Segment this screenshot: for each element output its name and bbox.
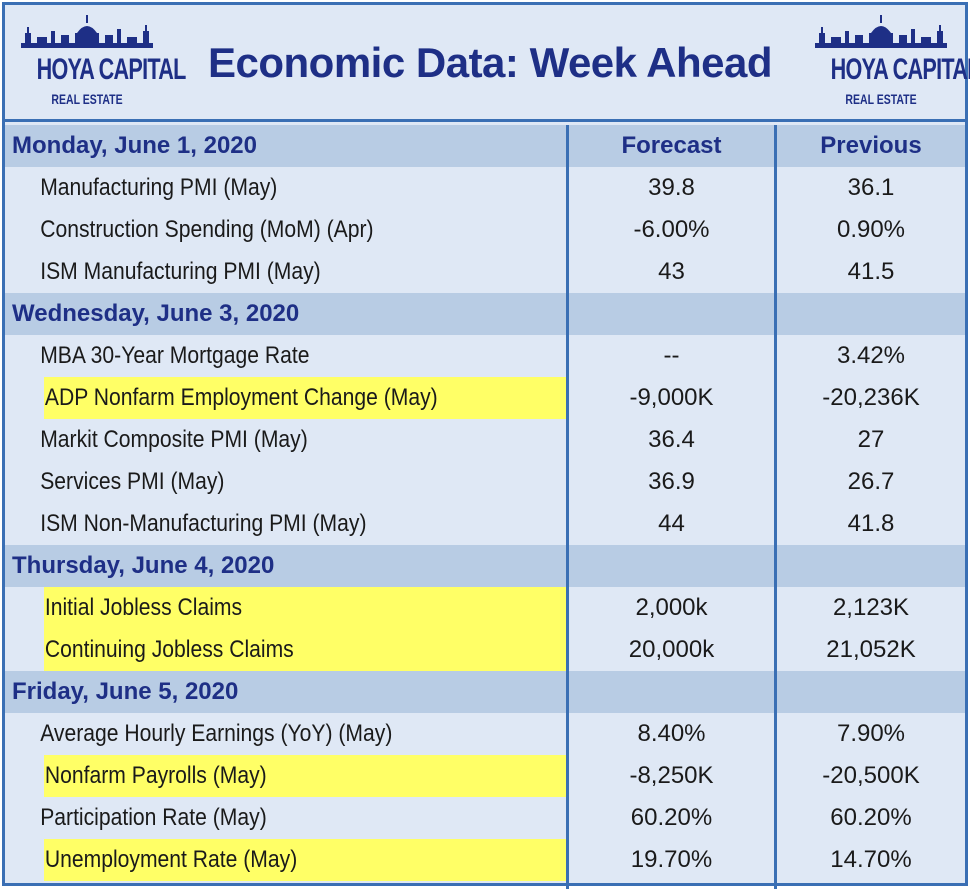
indicator-name-highlighted: Continuing Jobless Claims [44,629,566,671]
table-row-highlighted: ADP Nonfarm Employment Change (May) -9,0… [5,377,965,419]
hoya-capital-logo-right: HOYA CAPITAL REAL ESTATE [811,13,970,117]
logo-main-text: HOYA CAPITAL [830,53,970,86]
section-date: Monday, June 1, 2020 [12,132,257,159]
capitol-skyline-icon [21,15,153,48]
indicator-name-highlighted: Nonfarm Payrolls (May) [44,755,566,797]
indicator-name: Markit Composite PMI (May) [40,426,308,453]
indicator-name: Manufacturing PMI (May) [40,174,278,201]
logo-sub-text: REAL ESTATE [845,91,917,107]
previous-value: -20,236K [822,384,920,411]
table-row: Average Hourly Earnings (YoY) (May) 8.40… [5,713,965,755]
section-date: Wednesday, June 3, 2020 [12,300,300,327]
section-header-row: Friday, June 5, 2020 [5,671,965,713]
previous-value: 7.90% [836,720,906,747]
hoya-capital-logo-left: HOYA CAPITAL REAL ESTATE [17,13,187,117]
table-row: ISM Non-Manufacturing PMI (May) 44 41.8 [5,503,965,545]
table-row: Manufacturing PMI (May) 39.8 36.1 [5,167,965,209]
indicator-name-highlighted: Initial Jobless Claims [44,587,566,629]
section-date: Thursday, June 4, 2020 [12,552,275,579]
indicator-name: Construction Spending (MoM) (Apr) [40,216,374,243]
table-row-highlighted: Nonfarm Payrolls (May) -8,250K -20,500K [5,755,965,797]
indicator-name: Participation Rate (May) [40,804,267,831]
header: HOYA CAPITAL REAL ESTATE Economic Data: … [5,5,970,122]
table-row: Markit Composite PMI (May) 36.4 27 [5,419,965,461]
section-header-row: Wednesday, June 3, 2020 [5,293,965,335]
forecast-value: -9,000K [629,384,714,411]
previous-column-header: Previous [820,132,922,159]
previous-value: 14.70% [830,846,912,873]
section-header-row: Monday, June 1, 2020 Forecast Previous [5,125,965,167]
forecast-value: 43 [658,258,685,285]
forecast-value: -- [663,342,680,369]
section-header-row: Thursday, June 4, 2020 [5,545,965,587]
forecast-value: 36.9 [648,468,695,495]
indicator-name: Services PMI (May) [40,468,225,495]
table-row-highlighted: Initial Jobless Claims 2,000k 2,123K [5,587,965,629]
previous-value: 2,123K [832,594,910,621]
capitol-skyline-icon [815,15,947,48]
table-row: Participation Rate (May) 60.20% 60.20% [5,797,965,839]
indicator-name: ISM Manufacturing PMI (May) [40,258,321,285]
forecast-value: -8,250K [629,762,714,789]
indicator-name-highlighted: Unemployment Rate (May) [44,839,566,881]
indicator-name: Average Hourly Earnings (YoY) (May) [40,720,393,747]
previous-value: 21,052K [826,636,916,663]
previous-value: 36.1 [847,174,895,201]
previous-value: 60.20% [830,804,912,831]
section-date: Friday, June 5, 2020 [12,678,239,705]
previous-value: 3.42% [836,342,906,369]
indicator-name: MBA 30-Year Mortgage Rate [40,342,310,369]
page-title: Economic Data: Week Ahead [208,39,773,86]
forecast-value: 20,000k [628,636,715,663]
logo-main-text: HOYA CAPITAL [36,53,187,86]
previous-value: 0.90% [836,216,906,243]
forecast-value: 36.4 [648,426,695,453]
table-row-highlighted: Unemployment Rate (May) 19.70% 14.70% [5,839,965,881]
column-divider [566,125,569,889]
previous-value: 26.7 [847,468,895,495]
column-divider [774,125,777,889]
previous-value: 41.5 [847,258,895,285]
logo-sub-text: REAL ESTATE [51,91,123,107]
table-row: Construction Spending (MoM) (Apr) -6.00%… [5,209,965,251]
previous-value: 27 [857,426,885,453]
previous-value: 41.8 [847,510,895,537]
forecast-value: -6.00% [633,216,710,243]
indicator-name-highlighted: ADP Nonfarm Employment Change (May) [44,377,566,419]
indicator-name: ISM Non-Manufacturing PMI (May) [40,510,367,537]
forecast-value: 60.20% [630,804,713,831]
forecast-column-header: Forecast [621,132,722,159]
forecast-value: 19.70% [630,846,713,873]
table-row: MBA 30-Year Mortgage Rate -- 3.42% [5,335,965,377]
forecast-value: 44 [658,510,685,537]
forecast-value: 8.40% [637,720,706,747]
table-row: Services PMI (May) 36.9 26.7 [5,461,965,503]
forecast-value: 39.8 [648,174,695,201]
previous-value: -20,500K [822,762,920,789]
economic-data-table: Monday, June 1, 2020 Forecast Previous M… [5,125,965,881]
forecast-value: 2,000k [635,594,708,621]
table-row-highlighted: Continuing Jobless Claims 20,000k 21,052… [5,629,965,671]
table-row: ISM Manufacturing PMI (May) 43 41.5 [5,251,965,293]
